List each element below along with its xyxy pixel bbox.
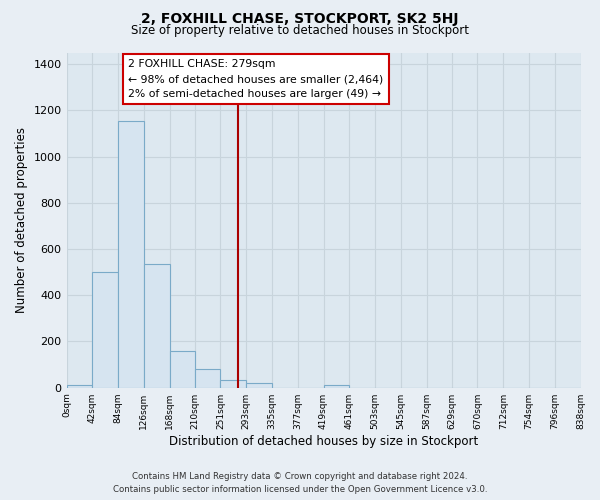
X-axis label: Distribution of detached houses by size in Stockport: Distribution of detached houses by size …	[169, 434, 478, 448]
Bar	[67, 386, 92, 388]
Text: Contains HM Land Registry data © Crown copyright and database right 2024.
Contai: Contains HM Land Registry data © Crown c…	[113, 472, 487, 494]
Bar	[118, 120, 144, 388]
Bar	[246, 383, 272, 388]
Bar	[144, 264, 170, 388]
Text: Size of property relative to detached houses in Stockport: Size of property relative to detached ho…	[131, 24, 469, 37]
Y-axis label: Number of detached properties: Number of detached properties	[15, 127, 28, 313]
Bar	[323, 386, 349, 388]
Bar	[170, 350, 196, 388]
Text: 2 FOXHILL CHASE: 279sqm
← 98% of detached houses are smaller (2,464)
2% of semi-: 2 FOXHILL CHASE: 279sqm ← 98% of detache…	[128, 59, 383, 99]
Bar	[92, 272, 118, 388]
Bar	[196, 368, 220, 388]
Text: 2, FOXHILL CHASE, STOCKPORT, SK2 5HJ: 2, FOXHILL CHASE, STOCKPORT, SK2 5HJ	[141, 12, 459, 26]
Bar	[220, 380, 246, 388]
